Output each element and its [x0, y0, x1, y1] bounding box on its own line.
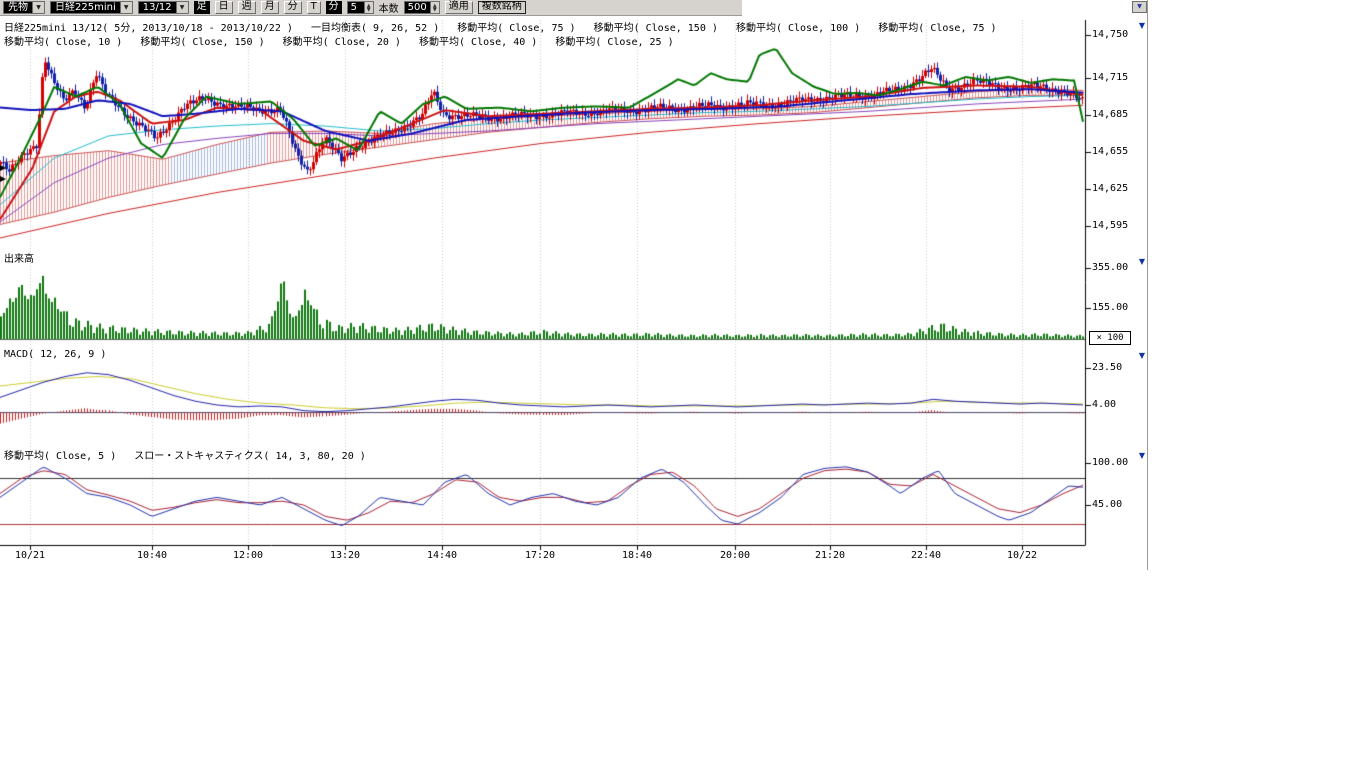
chevron-down-icon[interactable]: ▼ [32, 2, 44, 13]
time-axis-label: 10/22 [1000, 550, 1044, 561]
stochastics-panel-label: 移動平均( Close, 5 ) スロー・ストキャスティクス( 14, 3, 8… [4, 447, 366, 462]
contract-month-value: 13/12 [139, 2, 176, 13]
volume-panel-menu-button[interactable]: ▼ [1136, 257, 1148, 267]
volume-multiplier-badge: × 100 [1089, 331, 1131, 345]
price-panel-menu-button[interactable]: ▼ [1136, 21, 1148, 31]
spinner-icon[interactable]: ▲▼ [364, 2, 373, 13]
time-axis-label: 20:00 [713, 550, 757, 561]
stoch-axis-label: 45.00 [1092, 499, 1122, 510]
time-axis-label: 17:20 [518, 550, 562, 561]
bar-count-value: 500 [405, 2, 430, 13]
minute-unit-label: 分 [326, 1, 342, 14]
bar-type-minute-button[interactable]: 分 [284, 1, 302, 14]
time-axis-label: 21:20 [808, 550, 852, 561]
time-axis-label: 10:40 [130, 550, 174, 561]
time-axis-label: 10/21 [8, 550, 52, 561]
stoch-panel-menu-button[interactable]: ▼ [1136, 451, 1148, 461]
spinner-icon[interactable]: ▲▼ [430, 2, 439, 13]
minute-interval-value: 5 [348, 2, 364, 13]
chevron-down-icon: ▼ [1137, 3, 1142, 10]
symbol-dropdown[interactable]: 日経225mini ▼ [50, 1, 133, 14]
legend-line-2: 移動平均( Close, 10 ) 移動平均( Close, 150 ) 移動平… [4, 33, 674, 48]
time-axis-label: 18:40 [615, 550, 659, 561]
price-axis-label: 14,685 [1092, 109, 1128, 120]
price-axis-label: 14,715 [1092, 72, 1128, 83]
trading-app-window: { "icons": { "dropdown": "▼", "spin_up":… [0, 0, 1366, 768]
apply-button[interactable]: 適用 [445, 1, 473, 14]
bar-type-month-button[interactable]: 月 [261, 1, 279, 14]
legend-line-1: 日経225mini 13/12( 5分, 2013/10/18 - 2013/1… [4, 19, 997, 34]
window-menu-button[interactable]: ▼ [1132, 1, 1147, 13]
bar-type-tick-button[interactable]: T [307, 1, 321, 14]
multi-symbol-button[interactable]: 複数銘柄 [478, 1, 526, 14]
volume-panel-label: 出来高 [4, 250, 34, 265]
instrument-type-value: 先物 [4, 2, 32, 13]
price-axis-label: 14,655 [1092, 146, 1128, 157]
macd-panel-menu-button[interactable]: ▼ [1136, 351, 1148, 361]
stoch-axis-label: 100.00 [1092, 457, 1128, 468]
time-axis-label: 14:40 [420, 550, 464, 561]
window-right-border [1147, 0, 1148, 570]
macd-panel-label: MACD( 12, 26, 9 ) [4, 349, 106, 360]
time-axis-label: 22:40 [904, 550, 948, 561]
bar-type-day-button[interactable]: 日 [215, 1, 233, 14]
chart-canvas[interactable] [0, 0, 1366, 768]
minute-interval-input[interactable]: 5 ▲▼ [347, 1, 374, 14]
volume-axis-label: 155.00 [1092, 302, 1128, 313]
price-axis-label: 14,595 [1092, 220, 1128, 231]
macd-axis-label: 4.00 [1092, 399, 1116, 410]
toolbar: 先物 ▼ 日経225mini ▼ 13/12 ▼ 足 日 週 月 分 T 分 5… [0, 0, 742, 16]
time-axis-label: 12:00 [226, 550, 270, 561]
chevron-down-icon[interactable]: ▼ [176, 2, 188, 13]
macd-axis-label: 23.50 [1092, 362, 1122, 373]
volume-axis-label: 355.00 [1092, 262, 1128, 273]
bar-type-label: 足 [194, 1, 210, 14]
bar-count-input[interactable]: 500 ▲▼ [404, 1, 440, 14]
bar-count-label: 本数 [379, 0, 399, 15]
price-axis-label: 14,625 [1092, 183, 1128, 194]
price-axis-label: 14,750 [1092, 29, 1128, 40]
symbol-value: 日経225mini [51, 2, 120, 13]
contract-month-dropdown[interactable]: 13/12 ▼ [138, 1, 189, 14]
chevron-down-icon[interactable]: ▼ [120, 2, 132, 13]
time-axis-label: 13:20 [323, 550, 367, 561]
bar-type-week-button[interactable]: 週 [238, 1, 256, 14]
instrument-type-dropdown[interactable]: 先物 ▼ [3, 1, 45, 14]
